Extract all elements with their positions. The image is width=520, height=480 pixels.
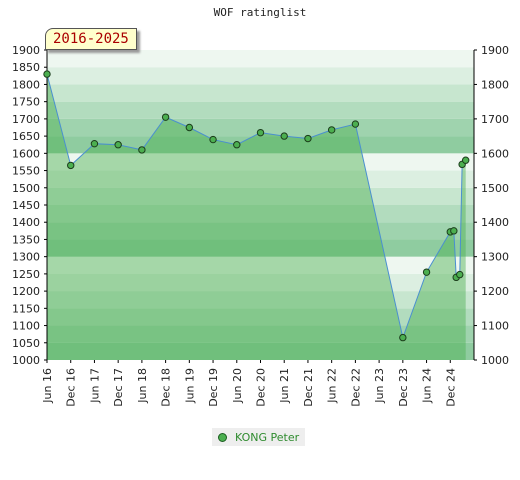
y-tick-label-left: 1850 [12,61,40,74]
chart-title: WOF ratinglist [213,6,307,19]
data-point [351,120,360,128]
x-tick-label: Dec 20 [255,368,268,407]
data-point [399,333,407,342]
grid-band [47,291,474,309]
x-tick-label: Dec 23 [397,368,410,407]
grid-band [47,84,474,102]
x-tick-label: Jun 22 [326,368,339,404]
y-tick-label-right: 1500 [481,182,509,195]
x-tick-label: Dec 22 [349,368,362,407]
data-point [209,135,217,144]
y-tick-label-left: 1050 [12,337,40,350]
y-tick-label-right: 1700 [481,113,509,126]
data-point [450,227,458,235]
y-tick-label-left: 1150 [12,302,40,315]
grid-band [47,273,474,292]
x-tick-label: Dec 16 [65,368,78,407]
y-tick-label-left: 1600 [12,147,40,160]
grid-band [47,101,474,119]
data-point [138,146,146,154]
y-tick-label-left: 1200 [12,285,40,298]
x-tick-label: Jun 17 [88,368,101,404]
grid-band [47,67,474,85]
y-tick-label-right: 1800 [481,78,509,91]
legend-label: KONG Peter [235,430,300,444]
data-point [185,123,194,132]
series-line [46,73,467,340]
y-tick-label-left: 1650 [12,130,40,143]
data-point [43,70,51,78]
grid-band [47,118,474,137]
grid-band [47,170,474,188]
data-point [67,161,75,170]
grid-band [47,325,474,343]
y-tick-label-right: 1100 [481,320,509,333]
grid-band [47,256,474,274]
data-point [327,126,336,134]
data-point [233,141,241,149]
grid-band [47,342,474,360]
data-point [161,113,170,121]
grid-band [47,239,474,257]
y-tick-label-left: 1500 [12,182,40,195]
x-tick-label: Jun 23 [373,368,386,404]
grid-band [47,308,474,326]
y-tick-label-left: 1350 [12,233,40,246]
data-point [422,268,431,276]
grid-band [47,222,474,240]
data-point [280,132,288,140]
data-point [461,156,470,164]
legend-marker-icon [218,432,227,442]
grid-band [47,205,474,223]
y-tick-label-left: 1000 [12,354,40,367]
y-tick-label-right: 1000 [481,354,509,367]
grid-band [47,136,474,154]
series-area [47,74,466,360]
x-tick-label: Jun 18 [136,368,149,404]
y-tick-label-left: 1550 [12,165,40,178]
x-tick-label: Dec 17 [112,368,125,407]
data-point [256,128,265,137]
data-point [456,270,464,279]
x-tick-label: Dec 19 [207,368,220,407]
grid-band [47,187,474,205]
grid-band [47,50,474,68]
x-tick-label: Jun 16 [41,368,54,404]
y-tick-label-right: 1600 [481,147,509,160]
y-tick-label-left: 1300 [12,251,40,264]
x-tick-label: Dec 21 [302,368,315,407]
y-tick-label-left: 1250 [12,268,40,281]
legend: KONG Peter [212,428,306,446]
x-tick-label: Dec 18 [160,368,173,407]
y-tick-label-left: 1900 [12,44,40,57]
y-tick-label-left: 1800 [12,78,40,91]
y-tick-label-left: 1450 [12,199,40,212]
y-tick-label-right: 1900 [481,44,509,57]
x-tick-label: Jun 20 [231,368,244,404]
grid-band [47,153,474,171]
x-tick-label: Jun 19 [183,368,196,404]
y-tick-label-right: 1400 [481,216,509,229]
data-point [90,139,99,148]
x-tick-label: Jun 24 [421,368,434,404]
y-tick-label-left: 1700 [12,113,40,126]
y-tick-label-left: 1750 [12,96,40,109]
y-tick-label-right: 1300 [481,251,509,264]
x-tick-label: Jun 21 [278,368,291,404]
data-point [114,141,122,149]
data-point [304,134,312,143]
y-tick-label-right: 1200 [481,285,509,298]
period-badge: 2016-2025 [45,28,137,50]
y-tick-label-left: 1400 [12,216,40,229]
y-tick-label-left: 1100 [12,320,40,333]
x-tick-label: Dec 24 [444,368,457,407]
